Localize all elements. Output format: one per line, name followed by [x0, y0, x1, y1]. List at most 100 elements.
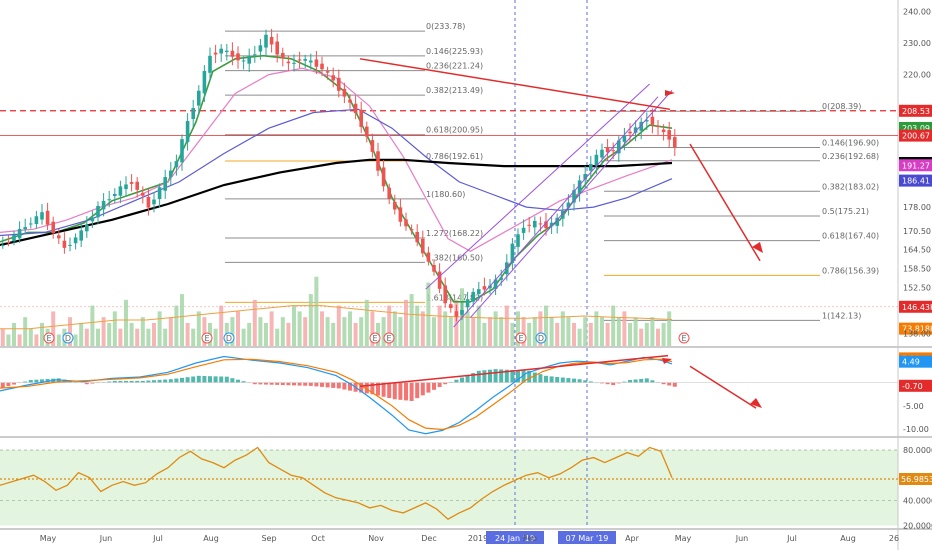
volume-bar	[286, 322, 291, 346]
volume-bar	[359, 317, 364, 346]
candle-body	[594, 154, 599, 166]
macd-histogram-bar	[521, 370, 526, 383]
price-axis-tick-label: 164.50	[903, 246, 931, 255]
dividend-marker-label: D	[538, 334, 544, 343]
candle-body	[113, 194, 117, 197]
macd-histogram-bar	[381, 382, 386, 397]
volume-bar	[79, 322, 84, 346]
macd-histogram-bar	[398, 382, 403, 400]
divergence-line-macd	[359, 354, 669, 388]
volume-bar	[202, 317, 207, 346]
volume-bar	[555, 322, 560, 346]
candle-body	[12, 235, 16, 242]
fib-left-label: 1.618(147.82)	[426, 293, 483, 302]
macd-histogram-bar	[493, 369, 498, 383]
volume-bar	[348, 311, 352, 346]
volume-bar	[370, 311, 375, 346]
macd-histogram-bar	[202, 376, 207, 383]
volume-bar	[219, 305, 224, 346]
macd-histogram-bar	[325, 382, 330, 388]
macd-histogram-bar	[314, 382, 319, 387]
candle-body	[415, 231, 419, 243]
candle-body	[465, 299, 470, 308]
volume-bar	[196, 311, 201, 346]
date-marker-tag-label: 07 Mar '19	[566, 534, 609, 543]
candle-body	[521, 227, 526, 233]
candle-body	[544, 221, 548, 229]
candle-body	[353, 103, 358, 114]
volume-bar	[213, 328, 218, 346]
dividend-marker	[62, 332, 74, 344]
price-tag-bg	[899, 174, 932, 187]
macd-histogram-bar	[622, 381, 627, 383]
volume-bar	[577, 328, 582, 346]
volume-bar	[353, 322, 358, 346]
volume-bar	[292, 305, 296, 346]
volume-bar	[185, 322, 190, 346]
macd-histogram-bar	[129, 380, 134, 383]
macd-histogram-bar	[588, 381, 593, 383]
candle-body	[253, 54, 257, 56]
candle-body	[286, 61, 291, 64]
rsi-axis-tick-label: 80.0000	[903, 446, 932, 455]
volume-bar	[488, 317, 492, 346]
candle-body	[577, 180, 582, 194]
volume-ma-line	[0, 305, 673, 330]
macd-histogram-bar	[191, 376, 196, 383]
fib-right-label: 0(208.39)	[822, 102, 861, 111]
fib-right-label: 0.236(192.68)	[822, 152, 879, 161]
volume-bar	[381, 317, 386, 346]
macd-histogram-bar	[196, 375, 201, 383]
earnings-marker-label: E	[518, 334, 523, 343]
volume-bar	[140, 317, 145, 346]
macd-histogram-bar	[336, 382, 341, 389]
volume-bar	[426, 282, 431, 346]
macd-histogram-bar	[370, 382, 375, 395]
macd-histogram-bar	[560, 377, 565, 383]
macd-histogram-bar	[40, 379, 44, 383]
price-axis-tick-label: 158.50	[903, 265, 931, 274]
candle-body	[236, 53, 240, 61]
fib-left-label: 0.382(213.49)	[426, 86, 483, 95]
time-axis-tick-label: Aug	[840, 534, 856, 543]
candle-body	[605, 147, 610, 153]
volume-bar	[174, 305, 179, 346]
macd-histogram-bar	[420, 382, 425, 396]
candle-body	[342, 88, 347, 97]
candle-body	[297, 59, 302, 61]
rsi-tag-bg	[899, 472, 932, 485]
macd-histogram-bar	[544, 375, 548, 383]
volume-bar	[51, 311, 56, 346]
fib-right-label: 0.146(196.90)	[822, 138, 879, 147]
volume-bar	[342, 317, 347, 346]
volume-bar	[40, 322, 44, 346]
macd-histogram-bar	[308, 382, 313, 386]
fib-left-label: 0.786(192.61)	[426, 152, 483, 161]
candle-body	[437, 271, 442, 289]
macd-histogram-bar	[135, 380, 140, 383]
volume-bar	[236, 311, 240, 346]
candle-body	[381, 167, 386, 187]
macd-tag-label: 4.49	[902, 358, 920, 367]
candle-body	[650, 116, 655, 125]
macd-histogram-bar	[252, 382, 257, 385]
macd-histogram-bar	[219, 376, 224, 383]
candle-body	[432, 264, 436, 272]
time-axis-tick-label: May	[40, 534, 57, 543]
macd-histogram-bar	[152, 380, 156, 383]
earnings-marker	[383, 332, 395, 344]
candle-body	[617, 140, 621, 154]
macd-histogram-bar	[672, 382, 677, 387]
macd-histogram-bar	[404, 382, 408, 401]
macd-histogram-bar	[633, 379, 638, 383]
macd-histogram-bar	[644, 378, 649, 383]
candle-body	[477, 289, 481, 294]
price-axis-tick-label: 170.50	[903, 227, 931, 236]
candle-body	[135, 181, 139, 190]
candle-body	[185, 121, 190, 143]
volume-bar	[499, 317, 504, 346]
volume-bar	[404, 299, 408, 346]
candle-body	[589, 164, 593, 171]
candle-body	[51, 221, 55, 234]
